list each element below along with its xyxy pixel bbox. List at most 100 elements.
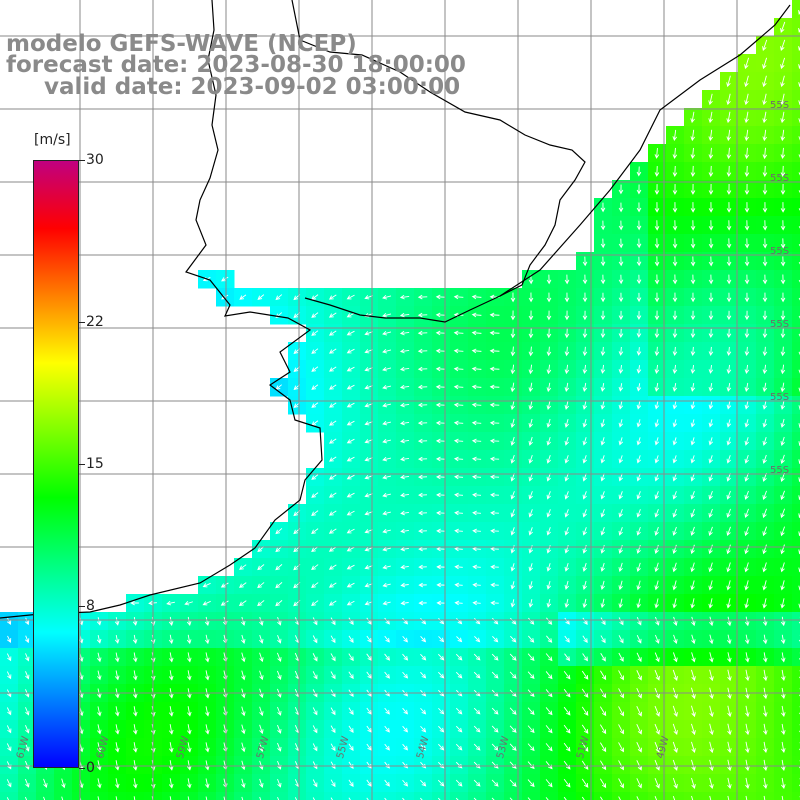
wind-arrow: [474, 617, 481, 625]
wind-arrow: [509, 743, 517, 751]
wind-arrow: [727, 741, 732, 754]
wind-arrow: [690, 292, 696, 303]
wind-arrow: [744, 292, 750, 303]
wind-arrow: [132, 706, 138, 717]
wind-arrow: [241, 796, 244, 800]
wind-arrow: [726, 256, 732, 267]
wind-arrow: [438, 707, 445, 715]
wind-arrow: [277, 635, 282, 644]
wind-arrow: [489, 348, 500, 354]
wind-arrow: [654, 796, 658, 800]
wind-arrow: [527, 725, 535, 734]
wind-arrow: [6, 707, 12, 716]
wind-arrow: [312, 653, 318, 662]
wind-arrow: [582, 364, 588, 375]
wind-arrow: [455, 743, 463, 751]
wind-arrow: [455, 797, 462, 800]
wind-arrow: [366, 779, 372, 787]
wind-cell: [792, 342, 800, 361]
wind-arrow: [582, 400, 588, 410]
wind-arrow: [726, 274, 732, 285]
wind-arrow: [259, 652, 264, 663]
wind-arrow: [582, 491, 587, 500]
wind-arrow: [330, 725, 336, 734]
wind-arrow: [708, 455, 713, 464]
wind-arrow: [690, 238, 696, 249]
wind-arrow: [708, 382, 714, 392]
wind-arrow: [400, 546, 409, 552]
wind-arrow: [726, 382, 732, 392]
wind-arrow: [328, 330, 337, 336]
wind-arrow: [329, 384, 337, 390]
wind-cell: [774, 792, 793, 800]
wind-arrow: [527, 797, 531, 800]
wind-arrow: [492, 617, 499, 625]
wind-arrow: [636, 383, 642, 392]
wind-arrow: [708, 129, 714, 142]
wind-arrow: [382, 456, 391, 462]
wind-arrow: [581, 724, 589, 734]
wind-arrow: [473, 671, 481, 679]
wind-arrow: [745, 759, 750, 772]
wind-arrow: [277, 617, 282, 626]
wind-arrow: [346, 582, 355, 588]
wind-arrow: [205, 760, 210, 771]
wind-arrow: [600, 202, 606, 213]
wind-arrow: [546, 274, 552, 285]
wind-arrow: [472, 492, 482, 498]
wind-arrow: [654, 598, 659, 609]
wind-arrow: [600, 382, 606, 392]
wind-arrow: [241, 706, 246, 717]
wind-arrow: [329, 420, 337, 426]
wind-arrow: [168, 670, 174, 681]
wind-arrow: [364, 493, 373, 498]
wind-arrow: [364, 565, 373, 570]
wind-arrow: [618, 310, 624, 321]
wind-arrow: [636, 634, 642, 644]
wind-arrow: [708, 544, 713, 555]
wind-arrow: [672, 669, 678, 681]
wind-cell: [792, 90, 800, 109]
wind-arrow: [690, 202, 696, 213]
wind-arrow: [132, 634, 138, 644]
wind-arrow: [780, 436, 785, 446]
wind-arrow: [204, 616, 210, 626]
wind-arrow: [744, 328, 750, 339]
wind-arrow: [61, 796, 64, 800]
wind-arrow: [510, 509, 515, 518]
wind-arrow: [564, 346, 570, 357]
wind-arrow: [582, 545, 587, 554]
wind-arrow: [346, 312, 355, 318]
wind-arrow: [328, 546, 337, 552]
wind-arrow: [618, 635, 624, 644]
wind-cell: [252, 792, 271, 800]
wind-arrow: [762, 328, 768, 339]
wind-arrow: [762, 220, 768, 231]
wind-arrow: [490, 564, 499, 570]
wind-arrow: [402, 797, 408, 800]
wind-arrow: [328, 492, 337, 498]
wind-arrow: [509, 707, 517, 715]
wind-arrow: [618, 256, 624, 267]
wind-arrow: [545, 671, 553, 680]
wind-cell: [792, 720, 800, 739]
wind-arrow: [690, 364, 696, 374]
wind-arrow: [618, 796, 621, 800]
wind-arrow: [708, 220, 714, 231]
wind-arrow: [329, 366, 337, 372]
wind-arrow: [437, 779, 445, 787]
wind-arrow: [582, 292, 588, 303]
wind-arrow: [762, 165, 768, 178]
wind-cell: [792, 18, 800, 37]
wind-arrow: [489, 384, 500, 390]
wind-arrow: [654, 256, 660, 267]
wind-cell: [414, 792, 433, 800]
wind-arrow: [346, 438, 355, 444]
wind-arrow: [564, 364, 570, 375]
wind-arrow: [25, 653, 30, 662]
wind-arrow: [97, 796, 100, 800]
wind-arrow: [241, 616, 246, 626]
wind-arrow: [238, 582, 247, 588]
wind-arrow: [690, 184, 696, 195]
wind-arrow: [672, 364, 678, 374]
